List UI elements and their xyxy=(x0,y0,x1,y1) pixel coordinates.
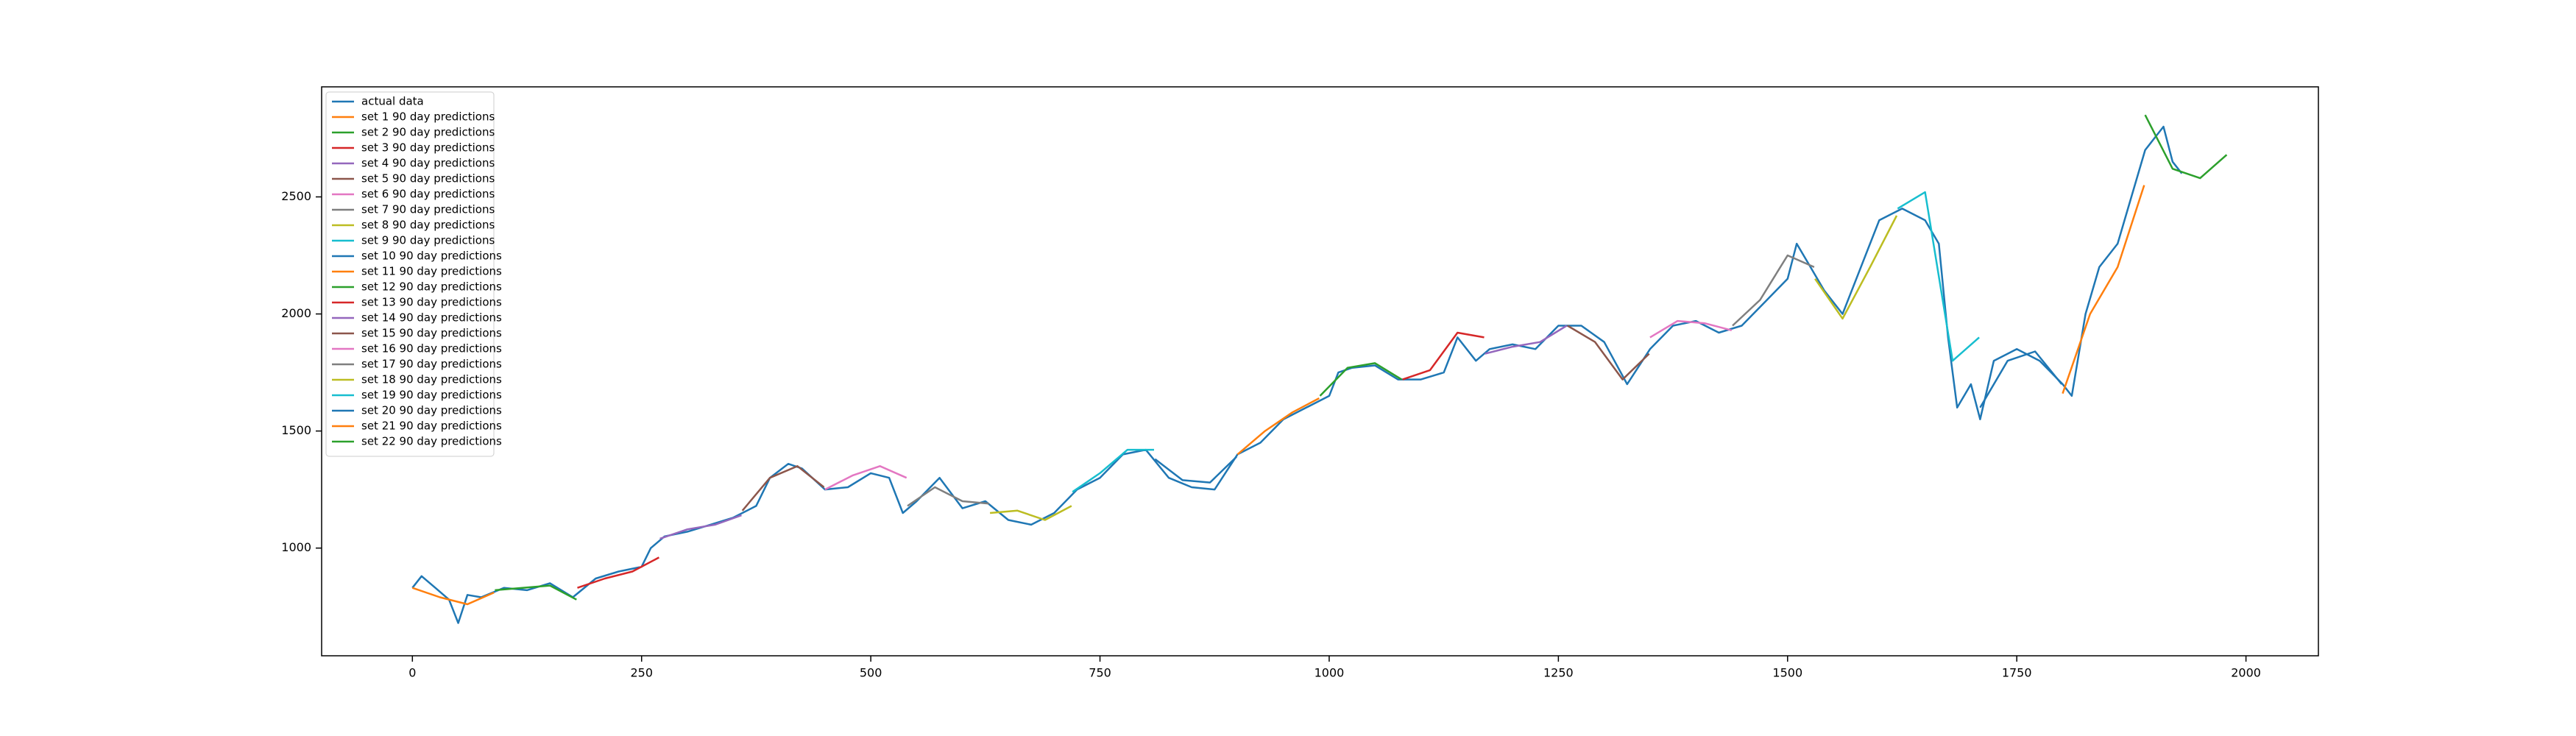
legend-label: set 14 90 day predictions xyxy=(361,311,502,325)
x-tick-label: 1750 xyxy=(2002,666,2032,680)
x-tick-label: 1000 xyxy=(1314,666,1345,680)
series-line xyxy=(1567,325,1650,381)
series-line xyxy=(989,505,1072,521)
legend-label: set 18 90 day predictions xyxy=(361,373,502,386)
series-line xyxy=(1732,254,1815,327)
legend-label: set 3 90 day predictions xyxy=(361,141,495,155)
legend-label: set 4 90 day predictions xyxy=(361,157,495,170)
series-line xyxy=(1072,448,1154,493)
y-tick-label: 1500 xyxy=(281,423,311,437)
series-line xyxy=(1319,362,1403,397)
series-line xyxy=(1814,215,1898,320)
series-line xyxy=(495,584,577,601)
series-line xyxy=(577,556,659,589)
legend-label: set 1 90 day predictions xyxy=(361,110,495,124)
x-tick-label: 500 xyxy=(860,666,882,680)
x-tick-label: 2000 xyxy=(2231,666,2261,680)
x-tick-label: 1500 xyxy=(1772,666,1802,680)
series-line xyxy=(659,514,742,540)
series-line xyxy=(1236,397,1320,456)
x-tick-label: 750 xyxy=(1089,666,1111,680)
legend-label: set 12 90 day predictions xyxy=(361,280,502,294)
legend-label: set 5 90 day predictions xyxy=(361,172,495,185)
legend-label: set 6 90 day predictions xyxy=(361,188,495,201)
legend-label: set 19 90 day predictions xyxy=(361,389,502,402)
series-line xyxy=(1979,350,2063,408)
legend-label: set 22 90 day predictions xyxy=(361,435,502,448)
legend-label: set 13 90 day predictions xyxy=(361,296,502,309)
series-line xyxy=(1154,456,1237,484)
series-line xyxy=(1649,319,1733,339)
legend-label: set 20 90 day predictions xyxy=(361,404,502,417)
legend-label: actual data xyxy=(361,95,424,108)
legend-label: set 2 90 day predictions xyxy=(361,126,495,139)
y-tick-label: 2000 xyxy=(281,306,311,320)
legend-label: set 10 90 day predictions xyxy=(361,250,502,263)
series-line xyxy=(741,465,825,512)
series-line xyxy=(1402,331,1485,381)
y-tick-label: 2500 xyxy=(281,189,311,203)
series-line xyxy=(1897,191,1980,362)
x-tick-label: 1250 xyxy=(1543,666,1574,680)
series-line xyxy=(2062,185,2145,394)
plot-frame xyxy=(321,86,2319,657)
series-line xyxy=(411,587,495,606)
legend-label: set 9 90 day predictions xyxy=(361,234,495,247)
legend-label: set 8 90 day predictions xyxy=(361,219,495,232)
series-line xyxy=(907,486,989,507)
series-line xyxy=(824,465,907,491)
series-line xyxy=(1485,325,1568,355)
legend-label: set 7 90 day predictions xyxy=(361,203,495,216)
legend-label: set 15 90 day predictions xyxy=(361,327,502,340)
x-tick-label: 0 xyxy=(408,666,416,680)
legend-label: set 17 90 day predictions xyxy=(361,358,502,371)
series-line xyxy=(2144,114,2228,180)
x-tick-label: 250 xyxy=(630,666,653,680)
y-tick-label: 1000 xyxy=(281,540,311,554)
series-line xyxy=(411,125,2183,624)
legend-label: set 11 90 day predictions xyxy=(361,265,502,278)
legend-label: set 16 90 day predictions xyxy=(361,342,502,355)
legend-box xyxy=(325,91,495,457)
legend-label: set 21 90 day predictions xyxy=(361,420,502,433)
